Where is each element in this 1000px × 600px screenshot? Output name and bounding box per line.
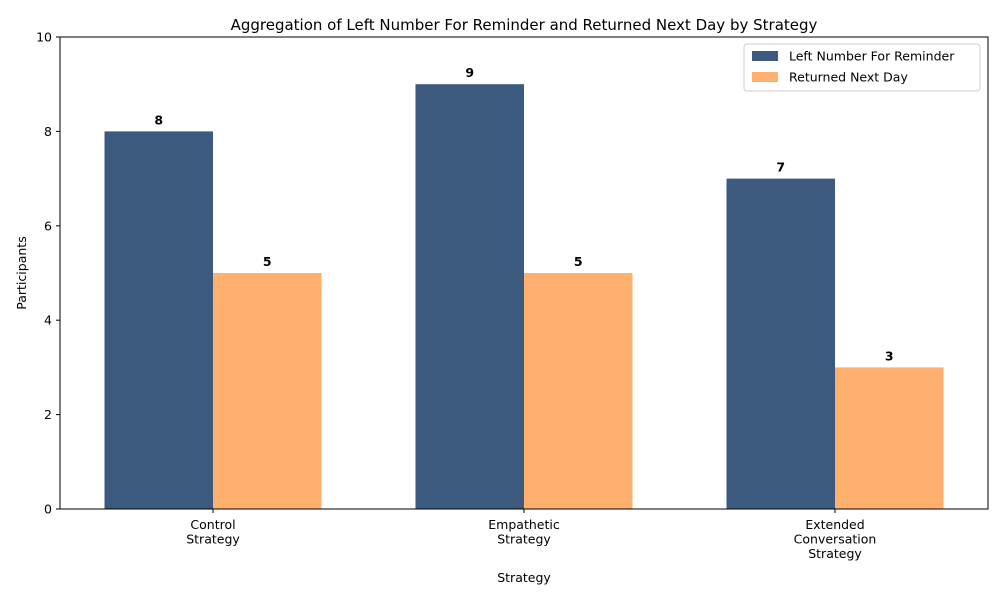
data-label: 9 (465, 65, 474, 80)
x-tick-label: Extended (805, 517, 864, 532)
y-tick-label: 0 (44, 502, 52, 517)
data-label: 5 (263, 254, 272, 269)
legend-label: Returned Next Day (789, 70, 908, 85)
y-axis-label: Participants (14, 236, 29, 309)
bar-left-number-1 (415, 84, 524, 509)
axes-layer: 0246810ControlStrategyEmpatheticStrategy… (36, 30, 989, 561)
y-tick-label: 2 (44, 407, 52, 422)
x-tick-label: Strategy (186, 532, 240, 547)
legend-swatch (752, 51, 778, 61)
bar-returned-0 (213, 273, 322, 509)
x-tick-label: Empathetic (488, 517, 560, 532)
data-label: 3 (885, 348, 894, 363)
legend-swatch (752, 72, 778, 82)
bar-left-number-0 (104, 131, 213, 509)
bars-layer: 8 9 7 5 5 3 (104, 65, 944, 509)
y-tick-label: 6 (44, 218, 52, 233)
x-tick-label: Strategy (497, 532, 551, 547)
bar-returned-1 (524, 273, 633, 509)
x-tick-label: Control (190, 517, 235, 532)
x-tick-label: Conversation (794, 532, 877, 547)
x-axis-label: Strategy (497, 570, 551, 585)
data-label: 7 (776, 160, 785, 175)
legend: Left Number For Reminder Returned Next Da… (743, 43, 981, 92)
y-tick-label: 8 (44, 124, 52, 139)
bar-left-number-2 (726, 178, 835, 509)
chart-title: Aggregation of Left Number For Reminder … (231, 16, 818, 34)
legend-label: Left Number For Reminder (789, 49, 955, 64)
x-tick-label: Strategy (808, 546, 862, 561)
data-label: 8 (154, 112, 163, 127)
y-tick-label: 4 (44, 313, 52, 328)
y-tick-label: 10 (36, 30, 52, 45)
legend-box (743, 43, 981, 92)
bar-returned-2 (835, 367, 944, 509)
data-label: 5 (574, 254, 583, 269)
